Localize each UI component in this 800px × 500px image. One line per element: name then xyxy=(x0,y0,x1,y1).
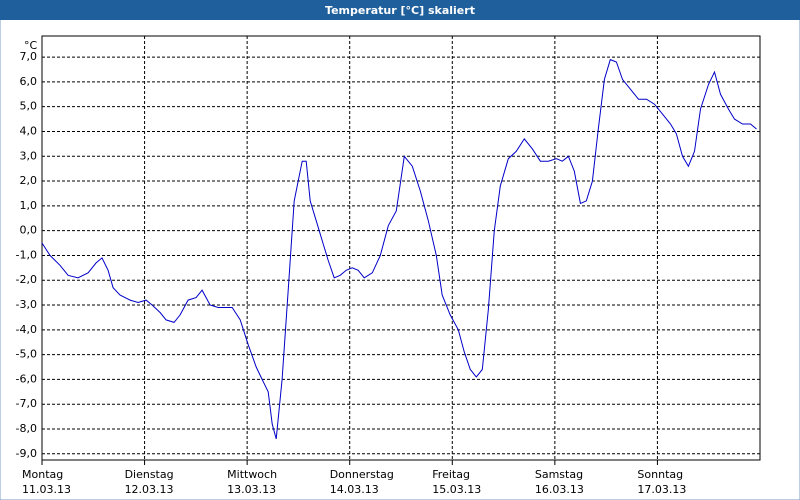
y-tick-label: 5,0 xyxy=(20,100,38,113)
y-tick-label: 3,0 xyxy=(20,149,38,162)
x-tick-date: 15.03.13 xyxy=(432,483,481,496)
y-tick-label: -4,0 xyxy=(16,323,37,336)
temperature-line xyxy=(41,58,757,440)
x-tick-label: Montag xyxy=(22,468,63,481)
y-tick-label: 4,0 xyxy=(20,124,38,137)
y-tick-label: 0,0 xyxy=(20,224,38,237)
plot-area xyxy=(41,35,761,461)
x-tick-label: Sonntag xyxy=(637,468,683,481)
y-tick-label: -8,0 xyxy=(16,422,37,435)
y-unit: °C xyxy=(24,39,38,52)
x-tick-date: 17.03.13 xyxy=(637,483,686,496)
y-tick-label: -6,0 xyxy=(16,372,37,385)
y-tick-label: 1,0 xyxy=(20,199,38,212)
y-tick-label: -1,0 xyxy=(16,248,37,261)
x-tick-label: Freitag xyxy=(432,468,470,481)
x-tick-label: Donnerstag xyxy=(330,468,394,481)
x-tick-date: 13.03.13 xyxy=(227,483,276,496)
y-tick-label: -7,0 xyxy=(16,397,37,410)
chart-title: Temperatur [°C] skaliert xyxy=(325,4,475,17)
x-tick-label: Samstag xyxy=(535,468,583,481)
y-tick-label: 6,0 xyxy=(20,75,38,88)
y-tick-label: 2,0 xyxy=(20,174,38,187)
x-tick-date: 14.03.13 xyxy=(330,483,379,496)
y-tick-label: -9,0 xyxy=(16,447,37,460)
x-tick-label: Mittwoch xyxy=(227,468,277,481)
y-tick-label: -5,0 xyxy=(16,348,37,361)
x-tick-date: 12.03.13 xyxy=(125,483,174,496)
x-tick-label: Dienstag xyxy=(125,468,174,481)
x-tick-date: 11.03.13 xyxy=(22,483,71,496)
y-tick-label: 7,0 xyxy=(20,50,38,63)
y-tick-label: -2,0 xyxy=(16,273,37,286)
x-tick-date: 16.03.13 xyxy=(535,483,584,496)
title-bar xyxy=(0,0,800,20)
y-tick-label: -3,0 xyxy=(16,298,37,311)
